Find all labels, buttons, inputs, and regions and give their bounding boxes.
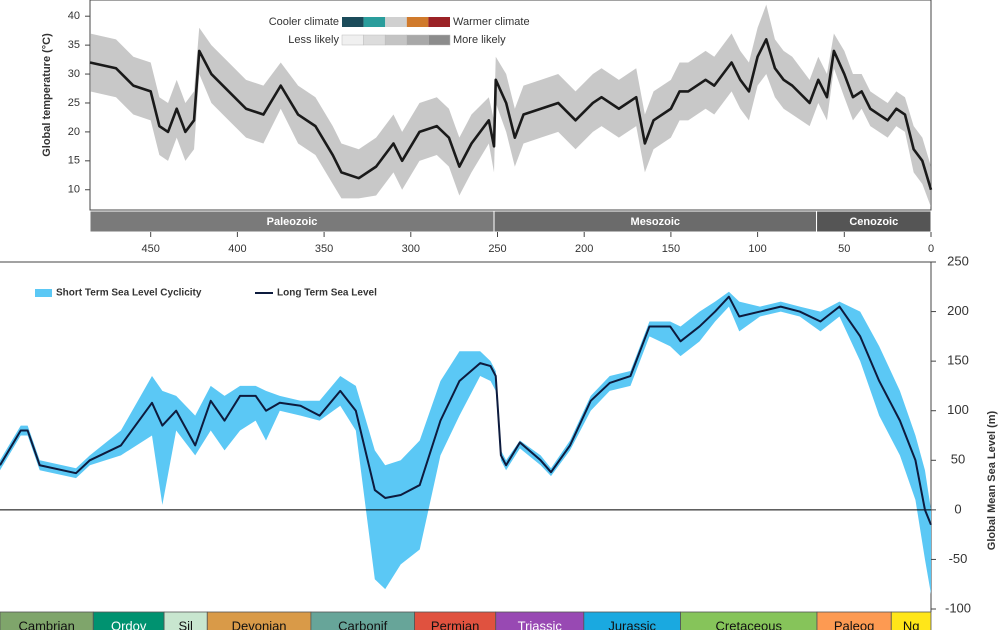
era-label: Cenozoic [849,216,898,228]
legend-more: More likely [453,34,506,46]
climate-swatch [385,17,407,27]
legend-cooler: Cooler climate [269,16,339,28]
x-tick-label: 450 [142,243,160,255]
likelihood-swatch [363,34,386,46]
period-label: Triassic [518,618,563,630]
period-label: Ordov [111,618,147,630]
era-label: Paleozoic [267,216,318,228]
y-tick-label: 0 [954,501,961,516]
period-label: Carbonif [338,618,388,630]
climate-swatch [428,17,450,27]
x-tick-label: 150 [662,243,680,255]
x-tick-label: 250 [488,243,506,255]
period-label: Permian [431,618,479,630]
era-box [816,210,932,233]
y-tick-label: 250 [947,253,969,268]
y-tick-label: 10 [68,184,80,196]
likelihood-swatch [384,34,408,46]
y-tick-label: 40 [68,10,80,22]
likelihood-swatch [428,34,451,46]
x-tick-label: 300 [402,243,420,255]
period-label: Sil [178,618,193,630]
period-label: Paleog [834,618,874,630]
period-label: Cretaceous [716,618,783,630]
x-tick-label: 0 [928,243,934,255]
period-box [890,611,932,630]
y-tick-label: 20 [68,126,80,138]
climate-swatch [363,17,386,27]
period-label: Cambrian [18,618,74,630]
y-tick-label: -50 [949,551,968,566]
legend-band: Short Term Sea Level Cyclicity [56,288,202,299]
uncertainty-band [90,4,931,208]
y-tick-label: 50 [951,452,965,467]
x-tick-label: 200 [575,243,593,255]
legend-less: Less likely [288,34,339,46]
climate-swatch [342,17,364,27]
temperature-line [89,38,933,191]
x-tick-label: 400 [228,243,246,255]
y-tick-label: 15 [68,155,80,167]
y-axis-label: Global Mean Sea Level (m) [986,410,998,550]
y-tick-label: 25 [68,97,80,109]
y-tick-label: 30 [68,68,80,80]
legend-warmer: Warmer climate [453,16,530,28]
likelihood-swatch [406,34,429,46]
y-tick-label: 35 [68,39,80,51]
x-tick-label: 100 [748,243,766,255]
short-term-band [0,291,931,595]
era-label: Mesozoic [631,216,681,228]
period-label: Ng [903,618,920,630]
long-term-line [0,295,932,526]
climate-swatch [406,17,429,27]
legend-line: Long Term Sea Level [277,288,377,299]
y-tick-label: 150 [947,353,969,368]
period-label: Jurassic [608,618,656,630]
x-tick-label: 50 [838,243,850,255]
y-tick-label: 100 [947,402,969,417]
y-axis-label: Global temperature (°C) [41,33,53,157]
legend-swatch-band [35,289,52,297]
y-tick-label: -100 [945,600,971,615]
x-tick-label: 350 [315,243,333,255]
y-tick-label: 200 [947,303,969,318]
period-label: Devonian [232,618,287,630]
likelihood-swatch [341,34,364,46]
